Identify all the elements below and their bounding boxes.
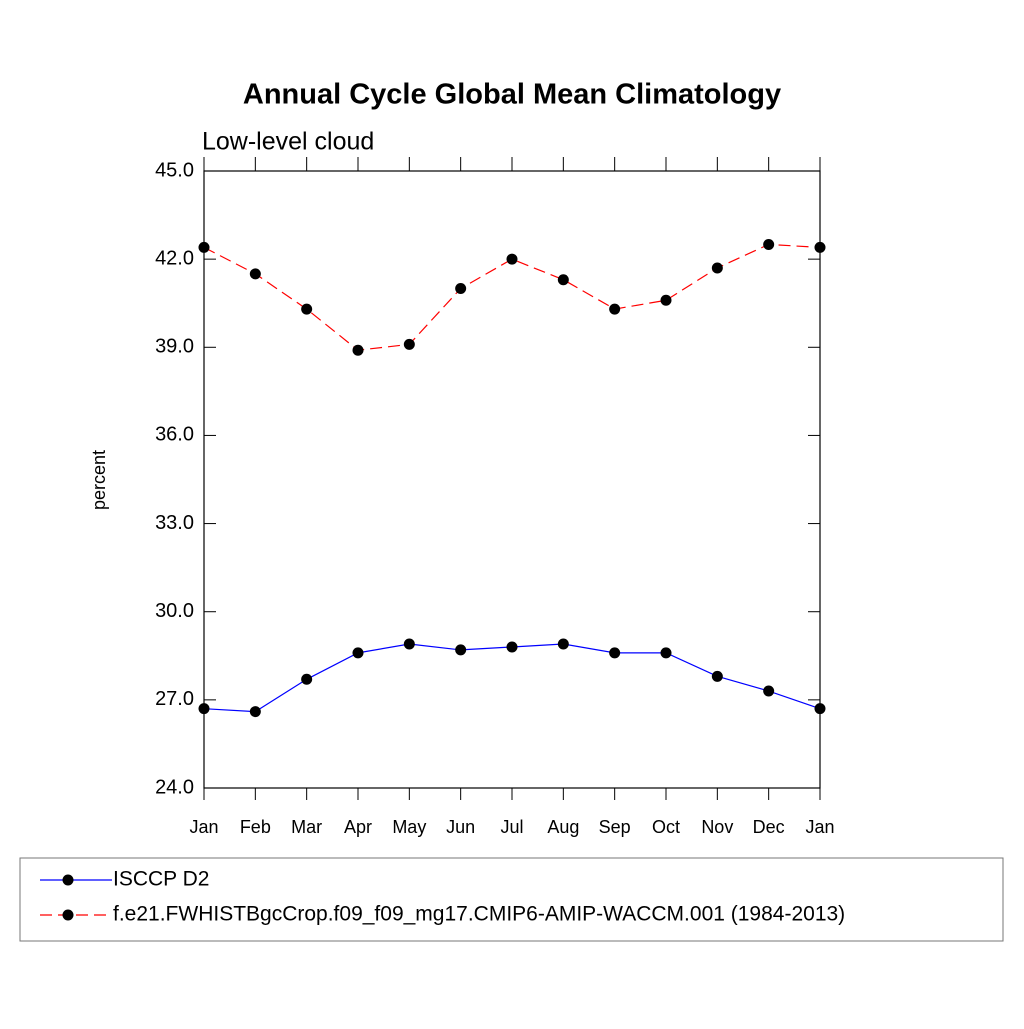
x-tick-label: Jul [500,817,523,837]
x-tick-label: Apr [344,817,372,837]
chart-subtitle: Low-level cloud [202,128,374,156]
data-point [557,638,569,650]
x-tick-label: Sep [599,817,631,837]
series-line [203,643,821,713]
data-point [609,647,621,659]
data-point [198,241,210,253]
data-point [814,703,826,715]
data-point [249,706,261,718]
x-tick-label: Dec [753,817,785,837]
x-tick-label: Nov [701,817,733,837]
y-tick-label: 42.0 [155,247,194,269]
data-point [301,673,313,685]
data-point [352,647,364,659]
y-axis-label: percent [89,450,109,510]
legend-box [19,857,1004,942]
legend-label: ISCCP D2 [113,868,209,891]
y-tick-label: 33.0 [155,512,194,534]
x-tick-label: Jan [805,817,834,837]
legend-marker [62,909,74,921]
data-point [455,283,467,295]
legend-label: f.e21.FWHISTBgcCrop.f09_f09_mg17.CMIP6-A… [113,903,845,926]
data-point [249,268,261,280]
data-point [557,274,569,286]
chart-title: Annual Cycle Global Mean Climatology [243,79,781,111]
y-tick-label: 30.0 [155,600,194,622]
data-point [763,238,775,250]
y-tick-label: 39.0 [155,336,194,358]
data-point [711,670,723,682]
data-point [660,647,672,659]
data-point [711,262,723,274]
legend-marker [62,874,74,886]
data-point [660,294,672,306]
y-tick-label: 45.0 [155,159,194,181]
x-tick-label: Oct [652,817,680,837]
y-tick-label: 24.0 [155,776,194,798]
data-point [763,685,775,697]
data-point [609,303,621,315]
x-tick-label: Aug [547,817,579,837]
data-point [506,641,518,653]
data-point [506,253,518,265]
data-point [198,703,210,715]
y-tick-label: 36.0 [155,424,194,446]
x-tick-label: Feb [240,817,271,837]
data-point [301,303,313,315]
data-point [403,638,415,650]
data-point [455,644,467,656]
x-tick-label: Jun [446,817,475,837]
data-point [352,344,364,356]
data-point [814,241,826,253]
y-tick-label: 27.0 [155,688,194,710]
data-point [403,338,415,350]
x-tick-label: Jan [189,817,218,837]
x-tick-label: May [392,817,426,837]
x-tick-label: Mar [291,817,322,837]
